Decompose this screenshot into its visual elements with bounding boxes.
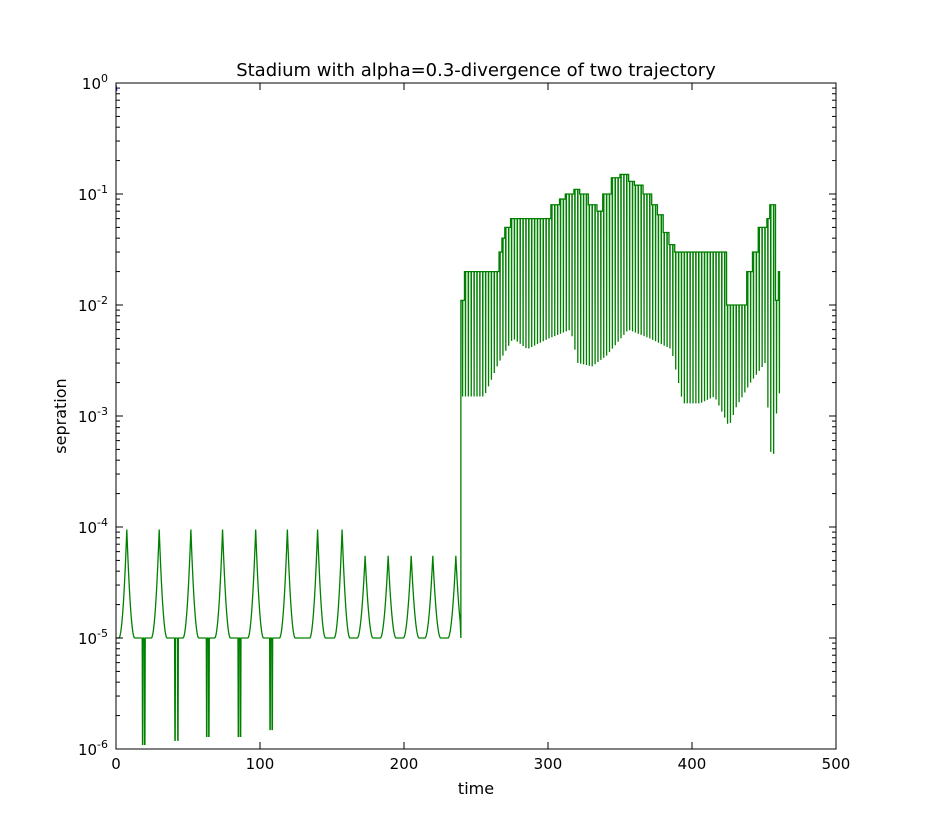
labels-layer: 0 100 200 300 400 500 100 10-1 10-2 10-3 10-4 10-5 1… xyxy=(78,72,850,773)
series-green-line xyxy=(116,173,781,746)
x-tick-label: 0 xyxy=(111,755,121,773)
y-tick-label: 10-1 xyxy=(78,183,108,204)
x-tick-label: 400 xyxy=(678,755,707,773)
x-tick-label: 300 xyxy=(534,755,563,773)
y-tick-label: 10-5 xyxy=(78,627,108,648)
y-tick-label: 10-4 xyxy=(78,516,108,537)
y-tick-label: 10-6 xyxy=(78,738,108,759)
chart-title: Stadium with alpha=0.3-divergence of two… xyxy=(236,60,716,81)
x-axis-label: time xyxy=(458,779,494,798)
x-tick-label: 500 xyxy=(822,755,851,773)
x-tick-label: 200 xyxy=(390,755,419,773)
y-axis-label: sepration xyxy=(51,378,70,453)
y-tick-label: 10-2 xyxy=(78,294,108,315)
y-tick-label: 100 xyxy=(82,72,108,93)
y-tick-label: 10-3 xyxy=(78,405,108,426)
ticks-layer xyxy=(115,82,837,750)
x-tick-label: 100 xyxy=(246,755,275,773)
